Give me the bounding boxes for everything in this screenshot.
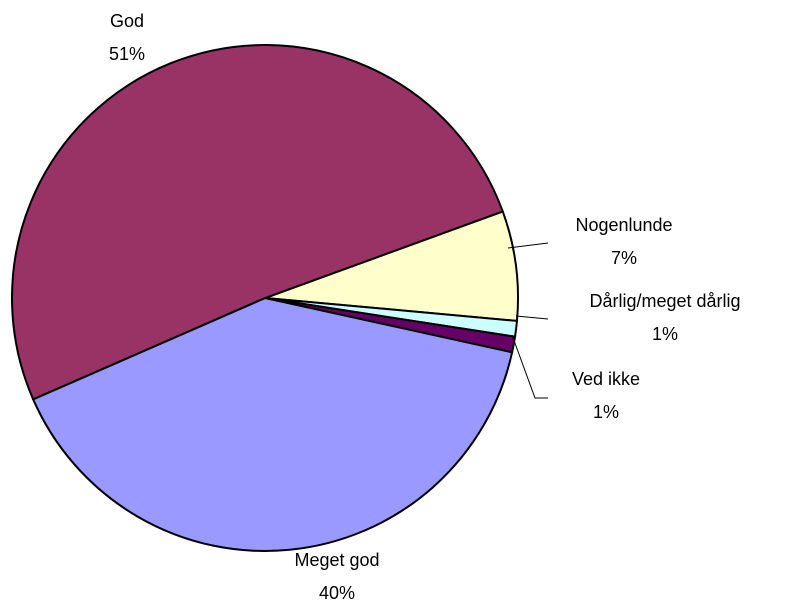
slice-label: Ved ikke	[572, 369, 640, 389]
leader-line	[507, 242, 549, 249]
pie-slice	[264, 210, 519, 323]
slice-value-label: 51%	[109, 44, 145, 64]
slice-label: Nogenlunde	[575, 215, 672, 235]
slice-value-label: 1%	[652, 324, 678, 344]
slice-value-label: 40%	[319, 583, 355, 600]
pie-slice	[10, 44, 505, 401]
slice-label: Meget god	[294, 550, 379, 570]
leader-line	[515, 315, 549, 320]
leader-line	[511, 334, 548, 399]
slice-label: God	[110, 11, 144, 31]
slice-value-label: 1%	[593, 402, 619, 422]
pie-slice	[31, 296, 514, 552]
slice-label: Dårlig/meget dårlig	[589, 291, 740, 311]
slice-value-label: 7%	[611, 248, 637, 268]
